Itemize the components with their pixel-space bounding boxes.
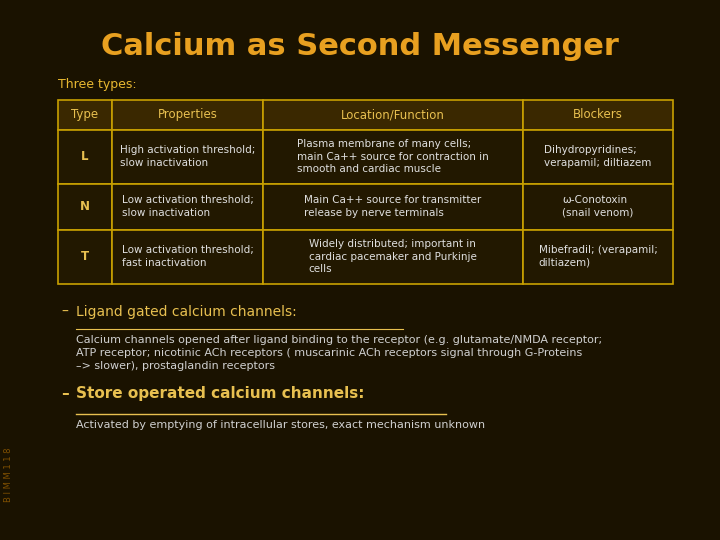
Bar: [523, 184, 673, 230]
Text: Activated by emptying of intracellular stores, exact mechanism unknown: Activated by emptying of intracellular s…: [76, 420, 485, 430]
Text: High activation threshold;
slow inactivation: High activation threshold; slow inactiva…: [120, 145, 256, 168]
Text: –: –: [61, 305, 68, 319]
Bar: [112, 100, 263, 130]
Text: –: –: [61, 386, 69, 401]
Text: Plasma membrane of many cells;
main Ca++ source for contraction in
smooth and ca: Plasma membrane of many cells; main Ca++…: [297, 139, 489, 174]
Text: N: N: [80, 200, 90, 213]
Bar: [58, 230, 112, 284]
Text: Mibefradil; (verapamil;
diltiazem): Mibefradil; (verapamil; diltiazem): [539, 245, 657, 268]
Text: Widely distributed; important in
cardiac pacemaker and Purkinje
cells: Widely distributed; important in cardiac…: [309, 239, 477, 274]
Text: Main Ca++ source for transmitter
release by nerve terminals: Main Ca++ source for transmitter release…: [304, 195, 482, 218]
Text: ω-Conotoxin
(snail venom): ω-Conotoxin (snail venom): [562, 195, 634, 218]
Bar: [112, 130, 263, 184]
Bar: [263, 100, 523, 130]
Bar: [523, 100, 673, 130]
Text: Store operated calcium channels:: Store operated calcium channels:: [76, 386, 364, 401]
Bar: [58, 184, 112, 230]
Bar: [58, 130, 112, 184]
Text: T: T: [81, 250, 89, 263]
Text: Calcium as Second Messenger: Calcium as Second Messenger: [101, 32, 619, 62]
Bar: [263, 130, 523, 184]
Text: Blockers: Blockers: [573, 108, 623, 122]
Text: L: L: [81, 150, 89, 163]
Text: Three types:: Three types:: [58, 78, 136, 91]
Text: Ligand gated calcium channels:: Ligand gated calcium channels:: [76, 305, 297, 319]
Bar: [523, 230, 673, 284]
Bar: [263, 184, 523, 230]
Text: B I M M 1 1 8: B I M M 1 1 8: [4, 448, 13, 502]
Bar: [58, 100, 112, 130]
Text: Low activation threshold;
fast inactivation: Low activation threshold; fast inactivat…: [122, 245, 253, 268]
Bar: [112, 184, 263, 230]
Text: Properties: Properties: [158, 108, 217, 122]
Text: Calcium channels opened after ligand binding to the receptor (e.g. glutamate/NMD: Calcium channels opened after ligand bin…: [76, 335, 602, 371]
Text: Dihydropyridines;
verapamil; diltiazem: Dihydropyridines; verapamil; diltiazem: [544, 145, 652, 168]
Text: Type: Type: [71, 108, 99, 122]
Bar: [523, 130, 673, 184]
Text: Location/Function: Location/Function: [341, 108, 445, 122]
Bar: [263, 230, 523, 284]
Bar: [112, 230, 263, 284]
Text: Low activation threshold;
slow inactivation: Low activation threshold; slow inactivat…: [122, 195, 253, 218]
